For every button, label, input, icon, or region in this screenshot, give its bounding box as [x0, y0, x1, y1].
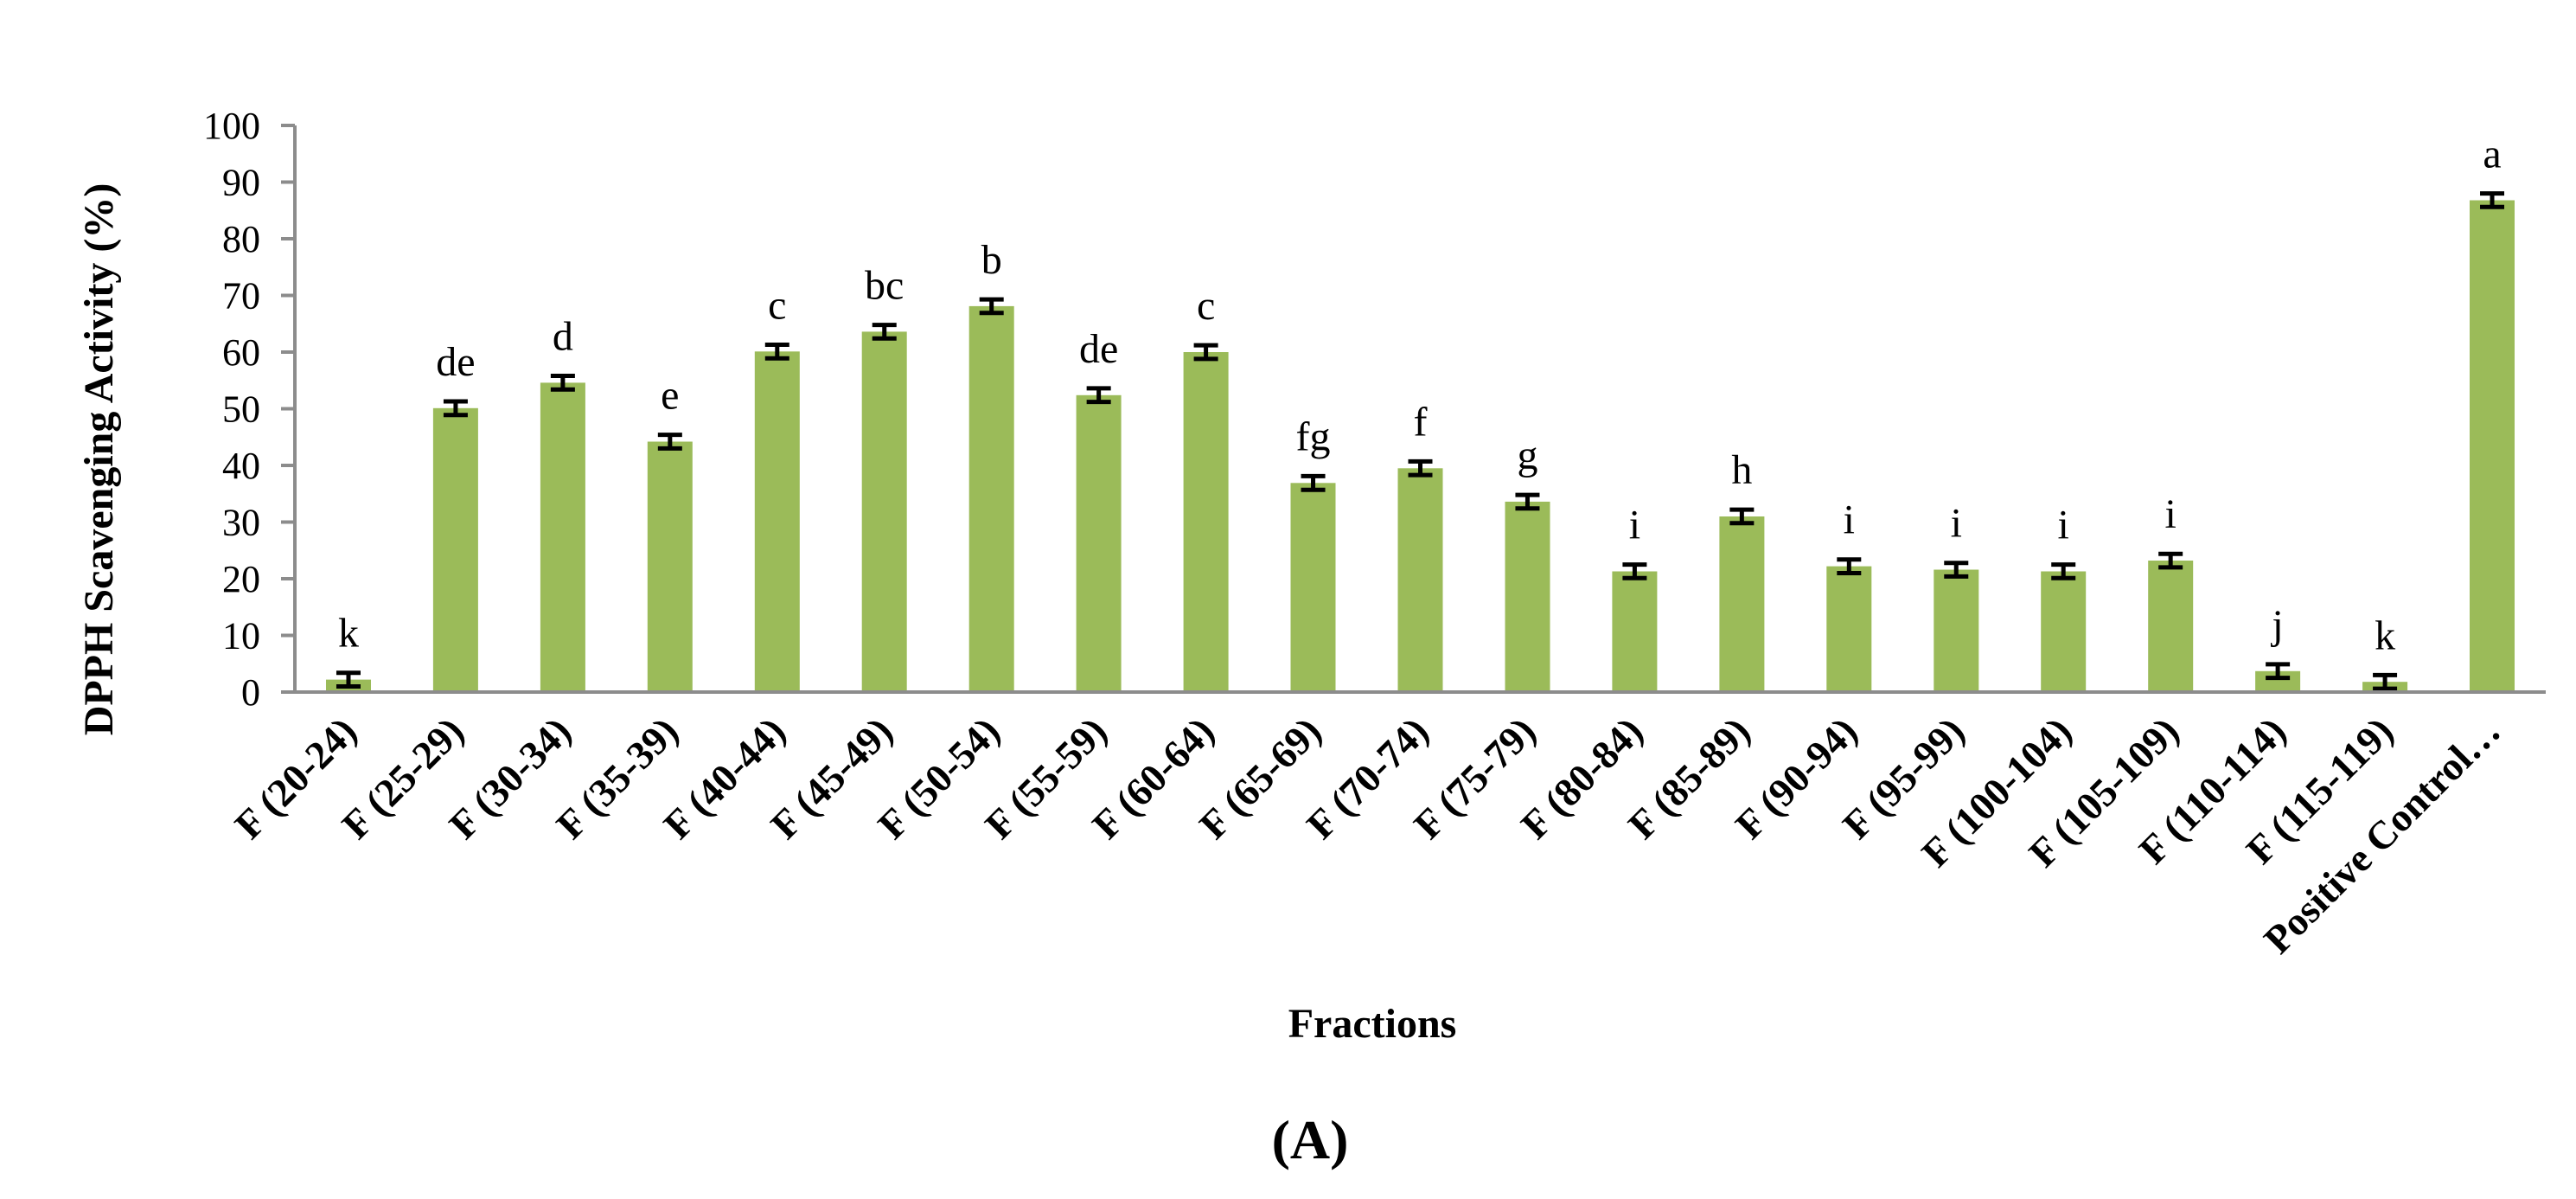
y-tick-label-4: 40 — [222, 445, 260, 487]
significance-label-1: de — [436, 339, 475, 385]
y-tick-label-2: 20 — [222, 558, 260, 600]
bar-11 — [1505, 501, 1550, 692]
x-axis-title: Fractions — [1288, 1001, 1457, 1047]
significance-label-17: i — [2165, 491, 2176, 537]
error-bar-9 — [1301, 473, 1326, 492]
error-bar-14 — [1837, 557, 1862, 575]
significance-label-18: j — [2270, 602, 2283, 648]
bar-2 — [540, 382, 585, 692]
significance-label-13: h — [1731, 447, 1752, 493]
significance-label-6: b — [981, 237, 1002, 283]
bar-10 — [1397, 468, 1443, 692]
error-bars-layer — [336, 191, 2505, 691]
significance-label-8: c — [1197, 283, 1215, 329]
significance-label-12: i — [1629, 503, 1640, 548]
bar-15 — [1934, 569, 1979, 692]
significance-label-0: k — [338, 611, 359, 657]
bar-1 — [432, 407, 478, 692]
bar-3 — [647, 441, 693, 692]
significance-label-7: de — [1079, 326, 1118, 372]
error-bar-12 — [1622, 562, 1647, 580]
bar-20 — [2470, 200, 2515, 692]
error-bar-10 — [1408, 458, 1433, 478]
error-bar-5 — [872, 323, 897, 341]
y-tick-label-9: 90 — [222, 162, 260, 204]
error-bar-15 — [1944, 561, 1969, 579]
error-bar-1 — [443, 399, 468, 418]
y-tick-label-5: 50 — [222, 388, 260, 431]
y-tick-label-1: 10 — [222, 615, 260, 657]
significance-label-9: fg — [1296, 414, 1331, 459]
y-tick-label-10: 100 — [203, 105, 260, 147]
significance-label-11: g — [1518, 433, 1538, 478]
bar-16 — [2041, 571, 2087, 692]
bar-7 — [1076, 394, 1122, 692]
error-bar-3 — [657, 433, 682, 451]
error-bar-17 — [2158, 551, 2183, 570]
error-bar-7 — [1086, 386, 1111, 405]
bar-6 — [968, 305, 1014, 692]
significance-label-20: a — [2483, 131, 2501, 177]
y-tick-label-7: 70 — [222, 275, 260, 317]
error-bar-20 — [2480, 191, 2505, 209]
significance-label-3: e — [661, 373, 679, 419]
error-bar-0 — [336, 670, 361, 689]
significance-label-14: i — [1844, 497, 1855, 543]
error-bar-16 — [2051, 562, 2076, 580]
y-axis-title: DPPH Scavenging Activity (%) — [76, 183, 122, 736]
error-bar-4 — [764, 343, 789, 361]
y-tick-label-8: 80 — [222, 218, 260, 260]
significance-label-15: i — [1951, 501, 1962, 547]
bar-9 — [1290, 483, 1336, 692]
error-bar-2 — [550, 374, 575, 392]
significance-label-4: c — [768, 283, 786, 329]
bar-13 — [1719, 516, 1765, 692]
y-tick-label-3: 30 — [222, 502, 260, 544]
panel-label: (A) — [1272, 1109, 1349, 1170]
significance-label-2: d — [553, 314, 573, 360]
error-bar-6 — [979, 297, 1004, 316]
y-tick-label-0: 0 — [241, 671, 260, 714]
bar-4 — [754, 351, 800, 692]
axes-layer: 0 10 20 30 40 50 60 70 80 90 100 — [203, 105, 2546, 714]
y-tick-label-6: 60 — [222, 331, 260, 374]
error-bar-19 — [2373, 672, 2398, 691]
bars-layer — [326, 200, 2515, 692]
error-bar-18 — [2266, 662, 2291, 681]
bar-14 — [1826, 566, 1872, 692]
significance-label-5: bc — [865, 263, 904, 309]
error-bar-11 — [1515, 492, 1540, 511]
bar-8 — [1183, 352, 1229, 692]
significance-label-19: k — [2375, 612, 2395, 658]
bar-5 — [861, 331, 907, 692]
significance-label-10: f — [1414, 399, 1428, 445]
significance-label-16: i — [2058, 503, 2069, 548]
error-bar-13 — [1729, 507, 1755, 526]
bar-12 — [1612, 571, 1658, 692]
error-bar-8 — [1193, 343, 1218, 362]
bar-17 — [2148, 561, 2194, 692]
